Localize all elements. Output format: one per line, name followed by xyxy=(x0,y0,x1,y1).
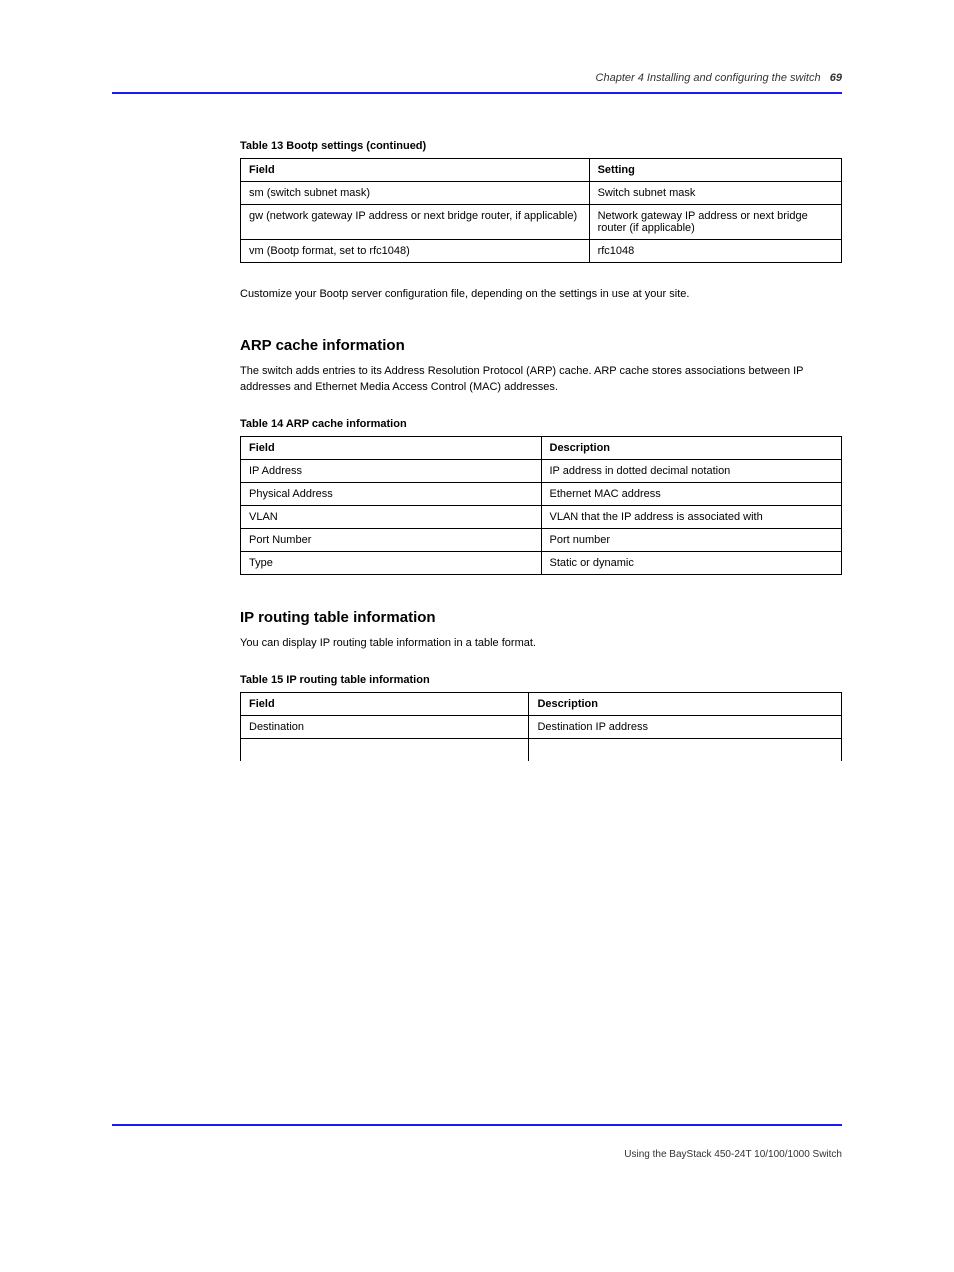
table2-col0: Field xyxy=(241,436,542,459)
table3: Field Description Destination Destinatio… xyxy=(240,692,842,761)
table3-col0: Field xyxy=(241,692,529,715)
cell: sm (switch subnet mask) xyxy=(241,182,590,205)
table-row: VLAN VLAN that the IP address is associa… xyxy=(241,505,842,528)
cell: Destination IP address xyxy=(529,715,842,738)
cell: IP address in dotted decimal notation xyxy=(541,459,842,482)
cell: VLAN xyxy=(241,505,542,528)
table-row: Physical Address Ethernet MAC address xyxy=(241,482,842,505)
section2-heading: IP routing table information xyxy=(240,609,842,626)
table-header-row: Field Setting xyxy=(241,159,842,182)
table3-col1: Description xyxy=(529,692,842,715)
table2-col1: Description xyxy=(541,436,842,459)
content-area: Table 13 Bootp settings (continued) Fiel… xyxy=(240,140,842,761)
cell: VLAN that the IP address is associated w… xyxy=(541,505,842,528)
cell: gw (network gateway IP address or next b… xyxy=(241,205,590,240)
cell: vm (Bootp format, set to rfc1048) xyxy=(241,240,590,263)
cell: Network gateway IP address or next bridg… xyxy=(589,205,841,240)
header-text: Chapter 4 Installing and configuring the… xyxy=(596,72,821,84)
table-row xyxy=(241,738,842,761)
cell: Ethernet MAC address xyxy=(541,482,842,505)
table-header-row: Field Description xyxy=(241,436,842,459)
table-row: IP Address IP address in dotted decimal … xyxy=(241,459,842,482)
table-row: Destination Destination IP address xyxy=(241,715,842,738)
section1-heading: ARP cache information xyxy=(240,337,842,354)
table2-caption: Table 14 ARP cache information xyxy=(240,418,842,430)
cell: Destination xyxy=(241,715,529,738)
table1-col0: Field xyxy=(241,159,590,182)
table-row: vm (Bootp format, set to rfc1048) rfc104… xyxy=(241,240,842,263)
table-header-row: Field Description xyxy=(241,692,842,715)
section2-body: You can display IP routing table informa… xyxy=(240,636,842,652)
footer-right: Using the BayStack 450-24T 10/100/1000 S… xyxy=(624,1149,842,1160)
section1-body: The switch adds entries to its Address R… xyxy=(240,364,842,396)
table1-caption: Table 13 Bootp settings (continued) xyxy=(240,140,842,152)
cell: Type xyxy=(241,551,542,574)
page-header: Chapter 4 Installing and configuring the… xyxy=(596,72,842,84)
table-row: Port Number Port number xyxy=(241,528,842,551)
table3-caption: Table 15 IP routing table information xyxy=(240,674,842,686)
cell: Physical Address xyxy=(241,482,542,505)
cell xyxy=(529,738,842,761)
cell: Port number xyxy=(541,528,842,551)
table1: Field Setting sm (switch subnet mask) Sw… xyxy=(240,158,842,263)
note-text: Customize your Bootp server configuratio… xyxy=(240,287,842,303)
cell: Static or dynamic xyxy=(541,551,842,574)
cell xyxy=(241,738,529,761)
page: Chapter 4 Installing and configuring the… xyxy=(0,0,954,1272)
table-row: sm (switch subnet mask) Switch subnet ma… xyxy=(241,182,842,205)
table-row: gw (network gateway IP address or next b… xyxy=(241,205,842,240)
table2: Field Description IP Address IP address … xyxy=(240,436,842,575)
cell: Switch subnet mask xyxy=(589,182,841,205)
cell: Port Number xyxy=(241,528,542,551)
table1-col1: Setting xyxy=(589,159,841,182)
page-footer: Using the BayStack 450-24T 10/100/1000 S… xyxy=(112,1149,842,1160)
bottom-rule xyxy=(112,1124,842,1126)
top-rule xyxy=(112,92,842,94)
cell: rfc1048 xyxy=(589,240,841,263)
page-number-top: 69 xyxy=(830,72,842,84)
cell: IP Address xyxy=(241,459,542,482)
table-row: Type Static or dynamic xyxy=(241,551,842,574)
